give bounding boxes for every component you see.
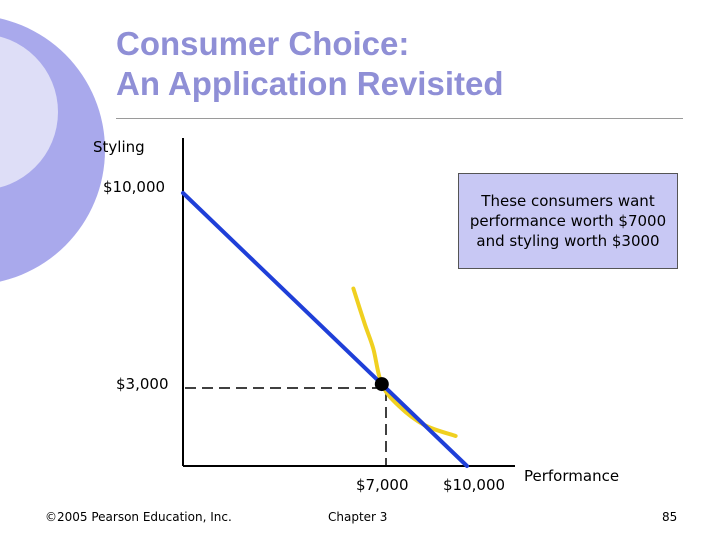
- optimal-point: [374, 377, 389, 392]
- y-tick-label-10000: $10,000: [103, 178, 166, 196]
- y-tick-label-3000: $3,000: [116, 375, 169, 393]
- footer-chapter: Chapter 3: [328, 510, 388, 524]
- annotation-text: These consumers want performance worth $…: [469, 192, 667, 250]
- x-tick-label-7000: $7,000: [356, 476, 409, 494]
- x-axis-label: Performance: [524, 467, 620, 485]
- page-title: Consumer Choice: An Application Revisite…: [116, 24, 504, 104]
- title-line-2: An Application Revisited: [116, 65, 504, 102]
- decor-circle-small: [0, 36, 58, 188]
- x-tick-label-10000: $10,000: [443, 476, 506, 494]
- budget-line: [181, 191, 469, 468]
- footer-page-number: 85: [662, 510, 678, 524]
- indifference-curve: [351, 286, 458, 438]
- title-line-1: Consumer Choice:: [116, 25, 410, 62]
- annotation-callout: These consumers want performance worth $…: [458, 173, 678, 269]
- footer-copyright: ©2005 Pearson Education, Inc.: [45, 510, 232, 524]
- y-axis-label: Styling: [93, 138, 145, 156]
- title-divider: [116, 118, 683, 119]
